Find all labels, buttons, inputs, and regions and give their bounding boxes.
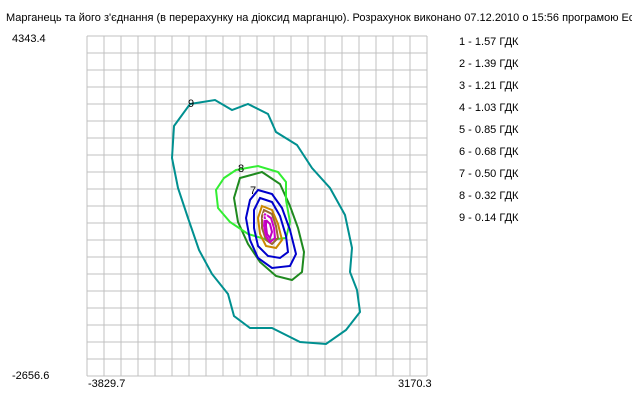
legend-item: 3 - 1.21 ГДК (459, 80, 519, 92)
plot-grid (86, 35, 428, 377)
legend: 1 - 1.57 ГДК 2 - 1.39 ГДК 3 - 1.21 ГДК 4… (459, 36, 518, 234)
isoline-8-outer (232, 170, 306, 282)
legend-item: 1 - 1.57 ГДК (459, 36, 519, 48)
legend-item: 5 - 0.85 ГДК (459, 124, 519, 136)
legend-item: 8 - 0.32 ГДК (459, 190, 519, 202)
legend-item: 6 - 0.68 ГДК (459, 146, 519, 158)
isoline-4 (261, 208, 280, 246)
contour-label-3: 3 (262, 211, 268, 223)
isoline-3 (262, 212, 277, 244)
legend-item: 9 - 0.14 ГДК (459, 212, 519, 224)
y-axis-max-label: 4343.4 (12, 33, 46, 45)
legend-item: 4 - 1.03 ГДК (459, 102, 519, 114)
isoline-9 (170, 98, 362, 346)
x-axis-max-label: 3170.3 (398, 378, 432, 390)
contour-label-7: 7 (250, 185, 256, 197)
isoline-5 (256, 204, 284, 250)
legend-item: 7 - 0.50 ГДК (459, 168, 519, 180)
chart-title: Марганець та його з'єднання (в перерахун… (6, 12, 632, 24)
isoline-7 (244, 188, 298, 270)
isoline-2 (265, 217, 274, 241)
contour-label-8: 8 (238, 163, 244, 175)
isoline-6 (253, 196, 290, 260)
contour-label-9: 9 (188, 98, 194, 110)
y-axis-min-label: -2656.6 (12, 370, 50, 382)
legend-item: 2 - 1.39 ГДК (459, 58, 519, 70)
x-axis-min-label: -3829.7 (88, 378, 126, 390)
